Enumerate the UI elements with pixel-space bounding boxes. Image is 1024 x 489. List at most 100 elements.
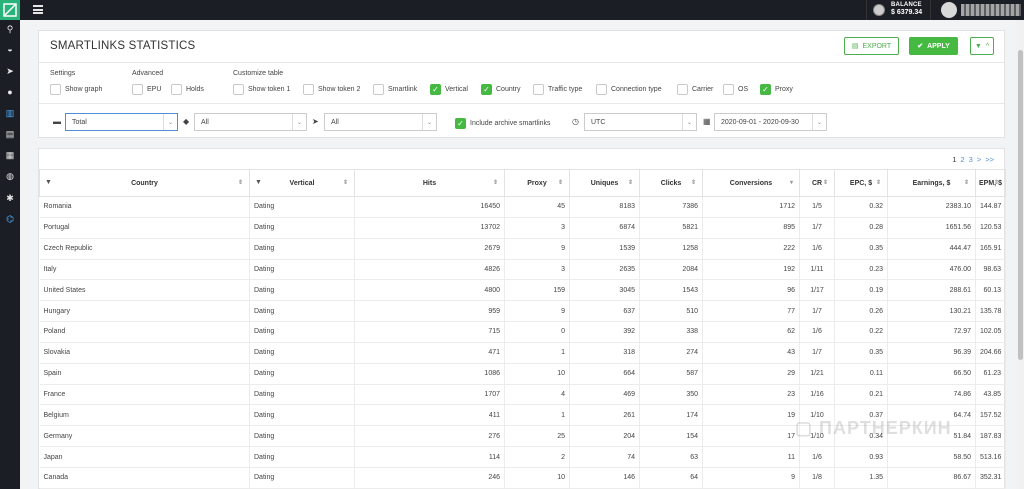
page-link-3[interactable]: 3 (968, 155, 973, 164)
sort-icon[interactable]: ⇕ (875, 180, 881, 186)
checkbox-box[interactable] (677, 84, 688, 95)
sort-icon[interactable]: ⇕ (342, 180, 348, 186)
scrollbar-thumb[interactable] (1018, 50, 1023, 360)
apply-button[interactable]: ✔ APPLY (909, 37, 958, 55)
table-row[interactable]: Belgium Dating 411 1 261 174 19 1/10 0.37 64.74 15… (39, 404, 1006, 427)
checkbox-box[interactable] (50, 84, 61, 95)
sort-icon[interactable]: ▾ (789, 180, 793, 186)
checkbox-holds[interactable]: Holds (171, 84, 204, 95)
filter-toggle-button[interactable]: ▼ ^ (970, 37, 994, 55)
checkbox-box[interactable] (723, 84, 734, 95)
sort-icon[interactable]: ⇕ (690, 180, 696, 186)
last-page-link[interactable]: >> (985, 155, 994, 164)
table-row[interactable]: Slovakia Dating 471 1 318 274 43 1/7 0.35 96.39 20… (39, 342, 1006, 364)
chevron-down-icon[interactable]: ⌄ (422, 114, 436, 130)
checkbox-box-checked[interactable]: ✓ (481, 84, 492, 95)
table-row[interactable]: Spain Dating 1086 10 664 587 29 1/21 0.11 66.50 61… (39, 363, 1006, 385)
page-link-2[interactable]: 2 (960, 155, 965, 164)
table-row[interactable]: France Dating 1707 4 469 350 23 1/16 0.21 74.86 43… (39, 384, 1006, 406)
date-range-select[interactable]: 2020-09-01 - 2020-09-30 ⌄ (714, 113, 827, 131)
chevron-down-icon[interactable]: ⌄ (292, 114, 306, 130)
column-header-epc[interactable]: EPC, $ ⇕ (834, 169, 888, 197)
checkbox-show-token-2[interactable]: Show token 2 (303, 84, 360, 95)
send-icon[interactable]: ➤ (6, 65, 14, 76)
statistics-icon[interactable]: ▥ (5, 107, 15, 118)
checkbox-show-token-1[interactable]: Show token 1 (233, 84, 290, 95)
sort-icon[interactable]: ⇕ (627, 180, 633, 186)
checkbox-country[interactable]: ✓ Country (481, 84, 521, 95)
column-header-epm[interactable]: EPM, $ ⇕ (975, 169, 1006, 197)
sort-icon[interactable]: ⇕ (822, 180, 828, 186)
sort-icon[interactable]: ⇕ (557, 180, 563, 186)
checkbox-box[interactable] (233, 84, 244, 95)
checkbox-connection-type[interactable]: Connection type (596, 84, 662, 95)
checkbox-proxy[interactable]: ✓ Proxy (760, 84, 793, 95)
column-header-earnings[interactable]: Earnings, $ ⇕ (887, 169, 976, 197)
column-header-clicks[interactable]: Clicks ⇕ (639, 169, 703, 197)
scrollbar[interactable] (1017, 20, 1024, 489)
sort-icon[interactable]: ⇕ (963, 180, 969, 186)
checkbox-box[interactable] (373, 84, 384, 95)
checkbox-smartlink[interactable]: Smartlink (373, 84, 417, 95)
filter-icon[interactable]: ▼ (45, 179, 52, 186)
table-row[interactable]: Canada Dating 246 10 146 64 9 1/8 1.35 86.67 352.3… (39, 467, 1006, 489)
table-row[interactable]: Poland Dating 715 0 392 338 62 1/6 0.22 72.97 102.… (39, 321, 1006, 343)
checkbox-show-graph[interactable]: Show graph (50, 84, 102, 95)
column-header-conversions[interactable]: Conversions ▾ (702, 169, 800, 197)
dashboard-icon[interactable]: ◒ (7, 44, 13, 54)
sort-icon[interactable]: ⇕ (993, 180, 999, 186)
export-button[interactable]: ▤ EXPORT (844, 37, 899, 55)
checkbox-box[interactable] (132, 84, 143, 95)
users-icon[interactable]: ✱ (6, 192, 14, 203)
smartlink-icon[interactable]: ● (7, 87, 13, 97)
next-page-link[interactable]: > (976, 155, 982, 164)
checkbox-carrier[interactable]: Carrier (677, 84, 713, 95)
table-row[interactable]: Japan Dating 114 2 74 63 11 1/6 0.93 58.50 513.16 (39, 446, 1006, 468)
column-header-uniques[interactable]: Uniques ⇕ (569, 169, 640, 197)
globe-icon[interactable]: ◍ (6, 170, 14, 181)
filter-icon[interactable]: ▼ (255, 179, 262, 186)
tags-select[interactable]: All ⌄ (194, 113, 307, 131)
column-header-vertical[interactable]: ▼ Vertical ⇕ (249, 169, 355, 197)
checkbox-box-checked[interactable]: ✓ (430, 84, 441, 95)
table-row[interactable]: Portugal Dating 13702 3 6874 5821 895 1/7 0.28 16… (39, 217, 1006, 239)
chevron-down-icon[interactable]: ⌄ (682, 114, 696, 130)
table-row[interactable]: Hungary Dating 959 9 637 510 77 1/7 0.26 130.21 13… (39, 300, 1006, 323)
api-icon[interactable]: ⌬ (6, 213, 14, 224)
chevron-down-icon[interactable]: ⌄ (163, 114, 177, 130)
sort-icon[interactable]: ⇕ (492, 180, 498, 186)
checkbox-include-archive[interactable]: ✓ Include archive smartlinks (455, 118, 551, 129)
column-header-cr[interactable]: CR ⇕ (799, 169, 835, 197)
timezone-select[interactable]: UTC ⌄ (584, 113, 697, 131)
column-header-proxy[interactable]: Proxy ⇕ (504, 169, 570, 197)
checkbox-box[interactable] (596, 84, 607, 95)
user-menu[interactable] (930, 0, 1024, 20)
checkbox-epu[interactable]: EPU (132, 84, 161, 95)
page-link-1[interactable]: 1 (952, 155, 957, 164)
checkbox-box-checked[interactable]: ✓ (760, 84, 771, 95)
menu-toggle-icon[interactable] (33, 5, 43, 14)
balance-widget[interactable]: BALANCE $ 6379.34 (866, 0, 928, 20)
column-header-hits[interactable]: Hits ⇕ (354, 169, 505, 197)
table-row[interactable]: Romania Dating 16450 45 8183 7386 1712 1/5 0.32 2… (39, 196, 1006, 218)
group-by-select[interactable]: Total ⌄ (65, 113, 178, 131)
table-row[interactable]: Germany Dating 276 25 204 154 17 1/10 0.34 51.84 1… (39, 425, 1006, 448)
checkbox-box[interactable] (171, 84, 182, 95)
table-row[interactable]: Czech Republic Dating 2679 9 1539 1258 222 1/6 0… (39, 238, 1006, 260)
table-row[interactable]: Italy Dating 4826 3 2635 2084 192 1/11 0.23 476.0… (39, 259, 1006, 281)
table-row[interactable]: United States Dating 4800 159 3045 1543 96 1/17… (39, 279, 1006, 302)
news-icon[interactable]: ▦ (5, 149, 15, 160)
checkbox-box[interactable] (303, 84, 314, 95)
checkbox-os[interactable]: OS (723, 84, 748, 95)
checkbox-vertical[interactable]: ✓ Vertical (430, 84, 468, 95)
column-header-country[interactable]: ▼ Country ⇕ (39, 169, 250, 197)
checkbox-traffic-type[interactable]: Traffic type (533, 84, 582, 95)
wallet-icon[interactable]: ▤ (5, 128, 15, 139)
checkbox-box-checked[interactable]: ✓ (455, 118, 466, 129)
location-pin-icon[interactable]: ⚲ (6, 23, 14, 34)
smartlinks-select[interactable]: All ⌄ (324, 113, 437, 131)
sort-icon[interactable]: ⇕ (237, 180, 243, 186)
chevron-down-icon[interactable]: ⌄ (812, 114, 826, 130)
checkbox-box[interactable] (533, 84, 544, 95)
logo[interactable] (0, 0, 20, 20)
